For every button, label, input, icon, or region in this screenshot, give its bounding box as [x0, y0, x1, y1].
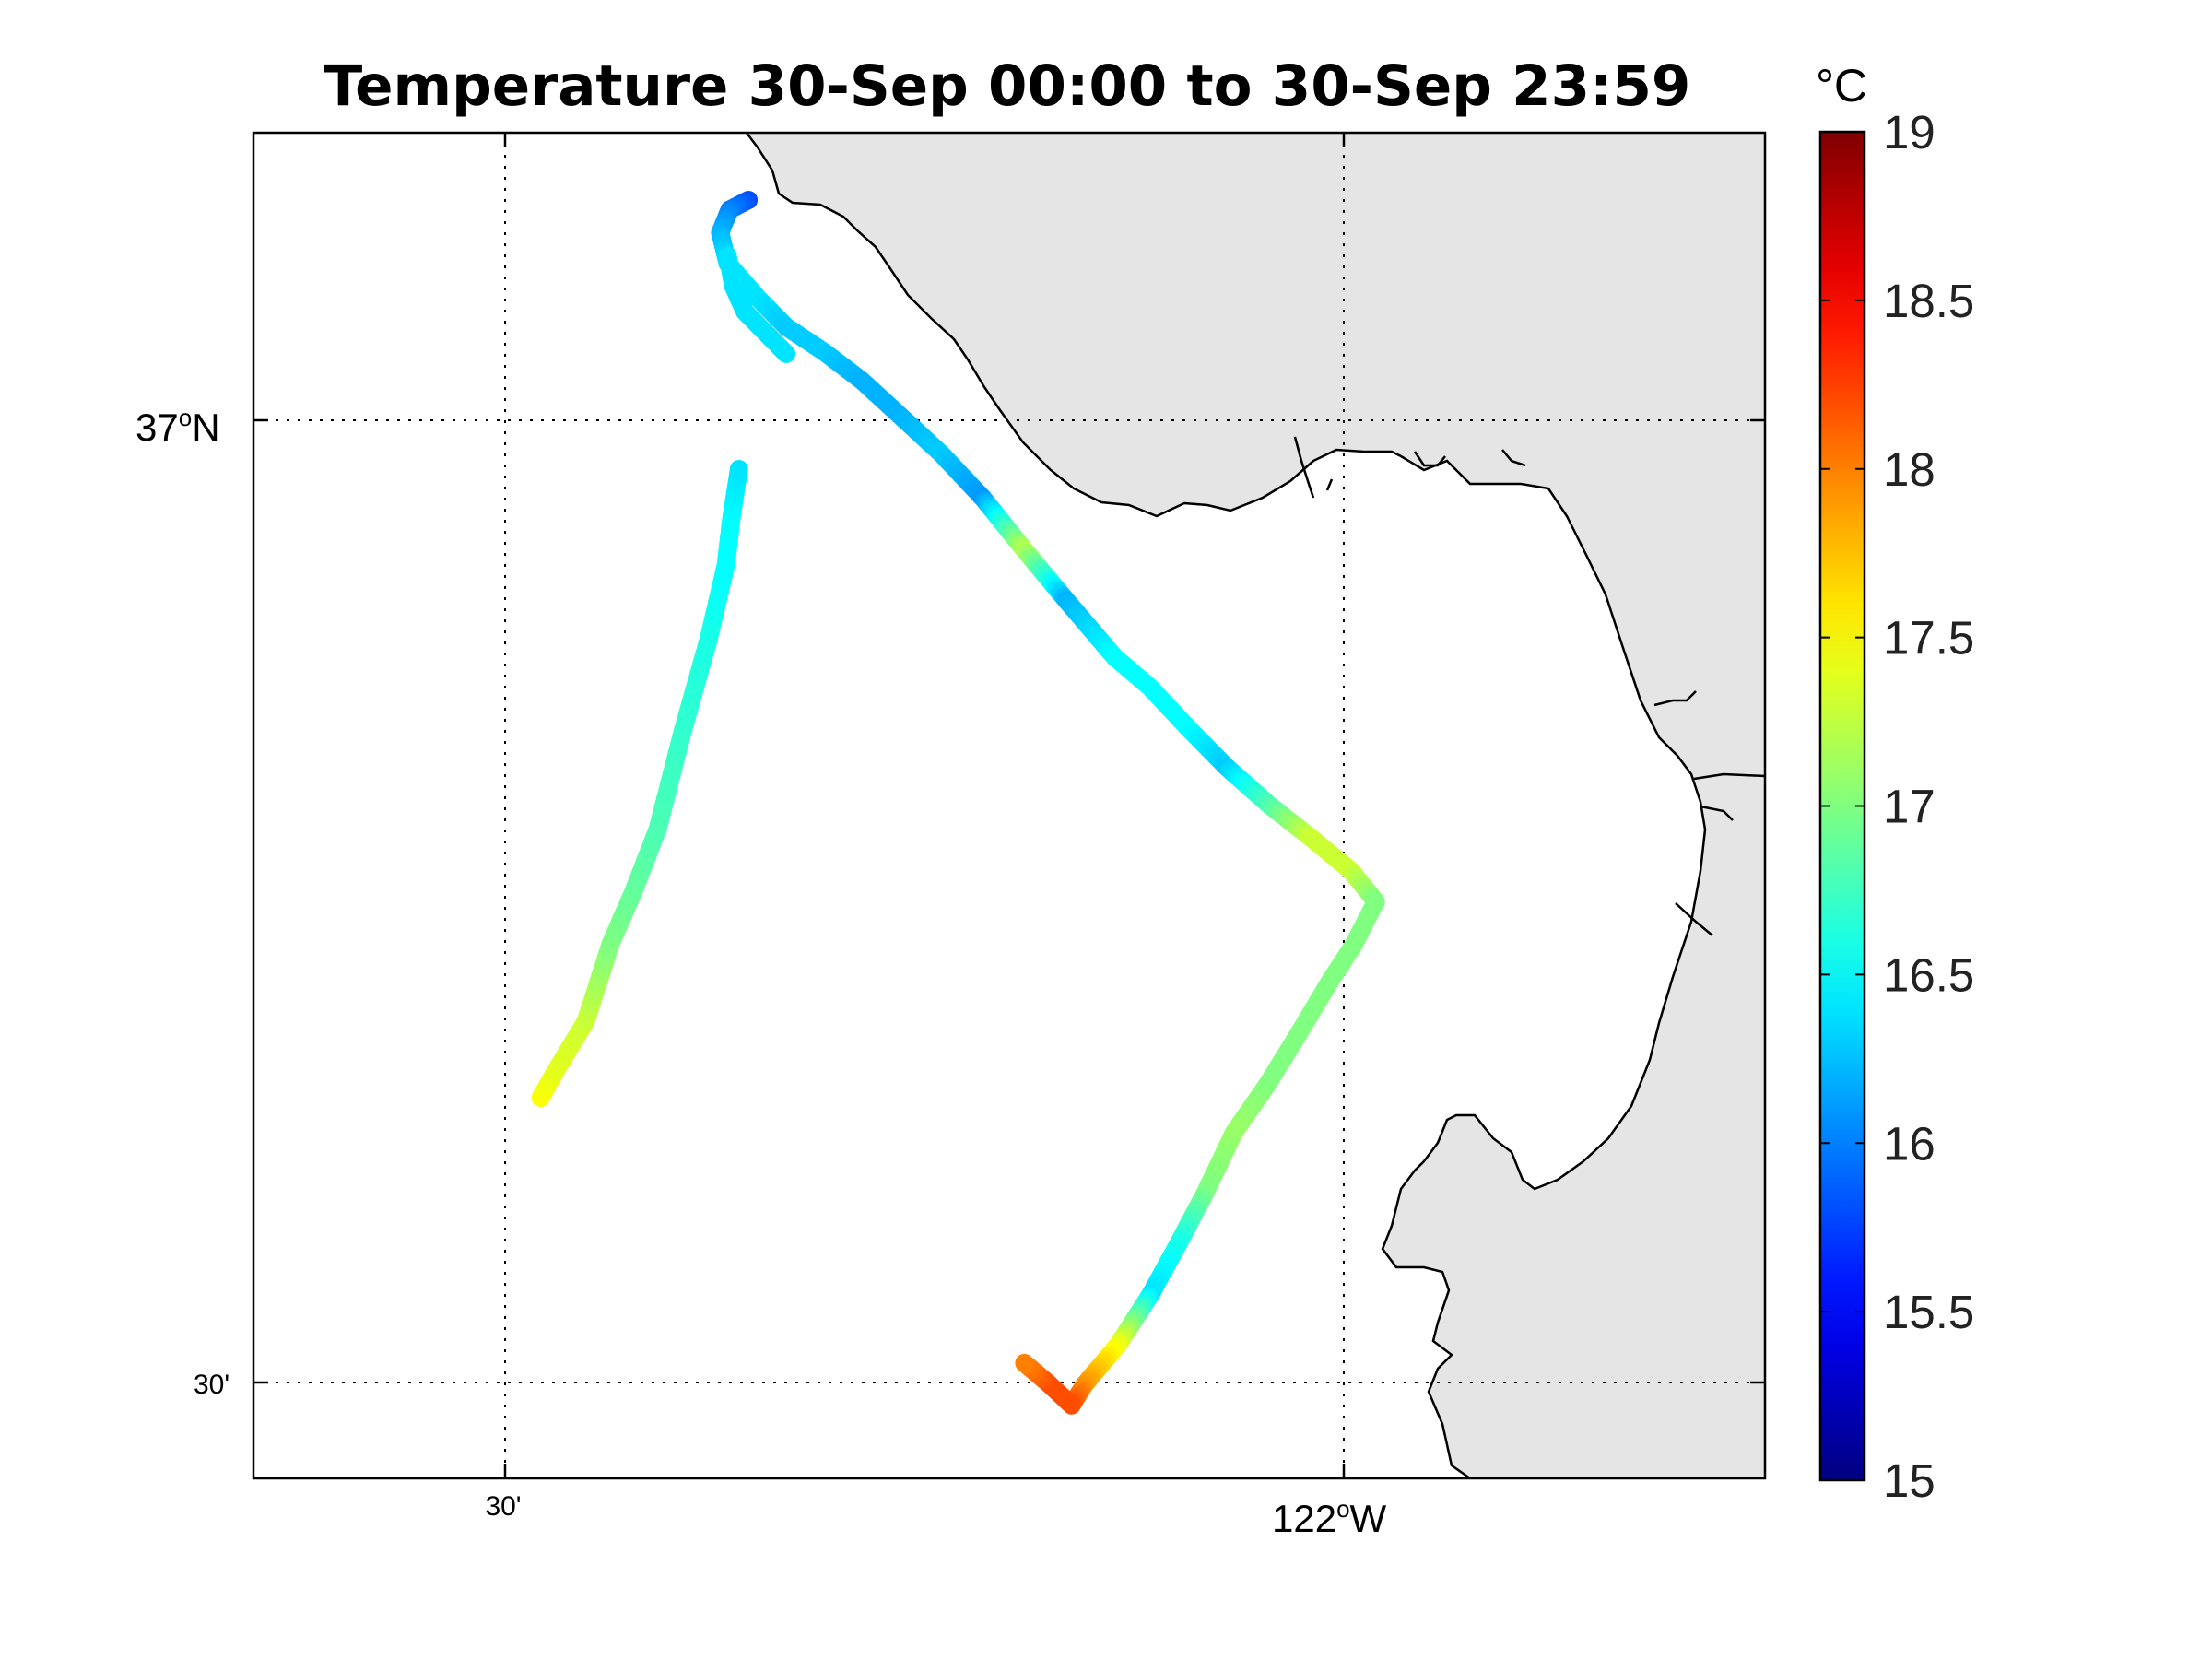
colorbar-tick-label: 18.5 — [1883, 275, 1974, 327]
track-segment — [718, 246, 796, 363]
ship-track — [531, 191, 1385, 1415]
colorbar-tick-label: 17 — [1883, 781, 1936, 833]
lon-tick-hemisphere: W — [1350, 1497, 1387, 1540]
lat-tick-label-30: 30' — [194, 1370, 229, 1400]
track-segment — [711, 191, 1385, 1415]
axis-tick-marks — [253, 133, 1765, 1478]
track-segment — [531, 460, 748, 1107]
map-axes: 30' 122oW 37oN 30' — [135, 131, 1767, 1540]
map-axes-frame — [252, 131, 1767, 1480]
degree-symbol: o — [1336, 1495, 1349, 1523]
lon-tick-label-122w: 122oW — [1272, 1495, 1387, 1540]
colorbar-tick-label: 18 — [1883, 443, 1936, 496]
colorbar-tick-label: 16.5 — [1883, 948, 1974, 1001]
track-sample-point — [718, 246, 737, 265]
colorbar-tick-label: 17.5 — [1883, 612, 1974, 665]
lat-tick-degrees: 37 — [135, 406, 179, 449]
colorbar: °C 15 15.5 16 16.5 17 17.5 18 18.5 19 — [1816, 60, 1974, 1507]
lat-tick-label-37n: 37oN — [135, 404, 220, 449]
colorbar-tick-label: 15 — [1883, 1454, 1936, 1507]
degree-symbol: o — [179, 404, 192, 431]
colorbar-ticks: 15 15.5 16 16.5 17 17.5 18 18.5 19 — [1820, 106, 1974, 1507]
colorbar-unit-label: °C — [1816, 60, 1867, 112]
track-sample-point — [729, 460, 748, 478]
land-mass — [747, 133, 1765, 1478]
colorbar-tick-label: 15.5 — [1883, 1286, 1974, 1338]
colorbar-tick-label: 16 — [1883, 1117, 1936, 1170]
lon-tick-degrees: 122 — [1272, 1497, 1336, 1540]
chart-title: Temperature 30-Sep 00:00 to 30-Sep 23:59 — [324, 53, 1691, 119]
lon-tick-label-30: 30' — [485, 1491, 521, 1522]
track-sample-point — [1015, 1353, 1034, 1372]
river-inlets — [1293, 436, 1765, 936]
lat-tick-hemisphere: N — [192, 406, 219, 449]
coastline — [746, 133, 1707, 1478]
colorbar-tick-label: 19 — [1883, 106, 1936, 159]
